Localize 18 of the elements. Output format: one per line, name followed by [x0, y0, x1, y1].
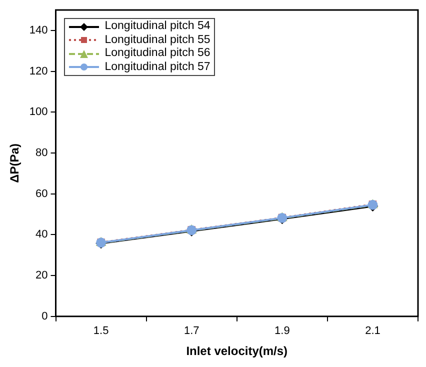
y-tick-label: 60 — [36, 188, 48, 200]
legend-label: Longitudinal pitch 54 — [104, 20, 210, 34]
y-tick-label: 140 — [29, 24, 48, 36]
legend-label: Longitudinal pitch 57 — [104, 60, 210, 74]
y-tick-label: 20 — [36, 270, 48, 282]
x-tick-label: 1.7 — [184, 325, 200, 338]
x-tick-label: 1.5 — [93, 325, 109, 338]
y-tick-label: 120 — [29, 65, 48, 78]
x-tick-label: 2.1 — [365, 325, 380, 338]
y-axis-title: ΔP(Pa) — [8, 144, 22, 183]
y-tick-label: 100 — [29, 106, 48, 118]
x-tick-label: 1.9 — [274, 325, 290, 338]
x-axis-title: Inlet velocity(m/s) — [186, 344, 288, 358]
legend-label: Longitudinal pitch 55 — [104, 34, 210, 47]
y-tick-label: 40 — [36, 228, 48, 241]
legend-label: Longitudinal pitch 56 — [104, 47, 210, 60]
y-tick-label: 0 — [42, 310, 48, 322]
y-tick-label: 80 — [36, 147, 48, 160]
